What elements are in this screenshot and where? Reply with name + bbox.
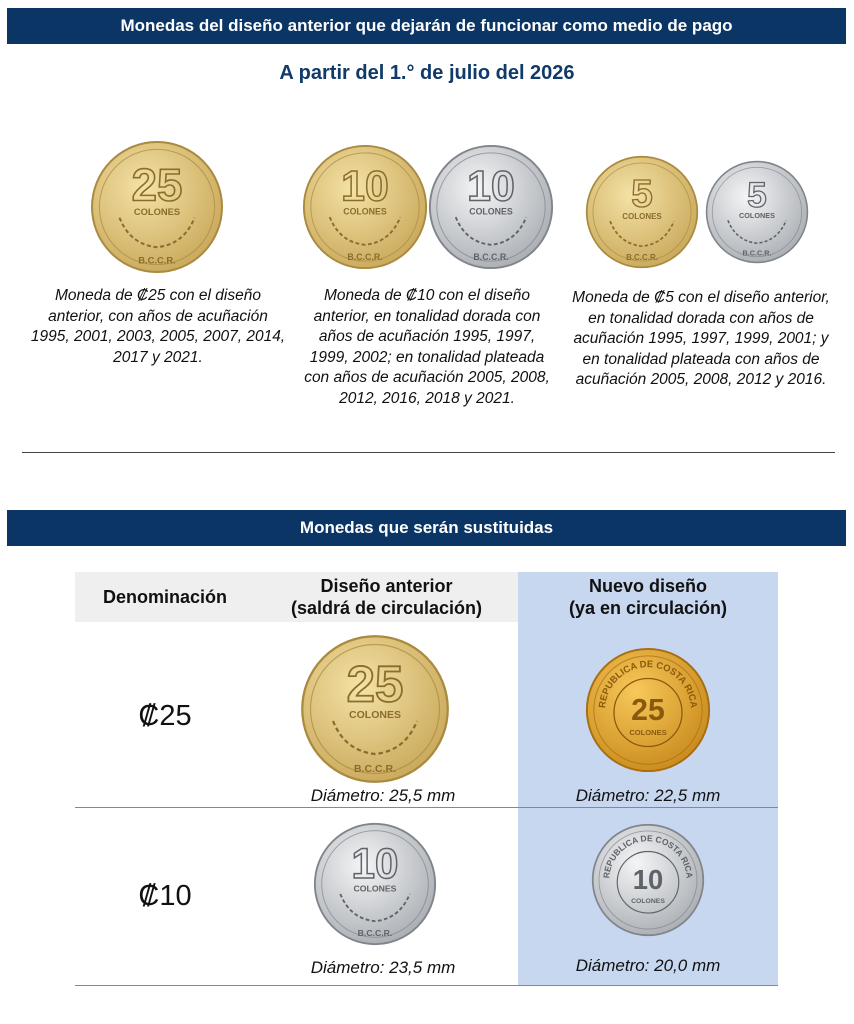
header-new-design: Nuevo diseño (ya en circulación) (568, 576, 728, 618)
coin-body (591, 823, 705, 937)
coin-value: 10 (352, 840, 399, 887)
header-old-design: Diseño anterior (saldrá de circulación) (290, 576, 483, 618)
coin-body (585, 155, 699, 269)
coin-wreath (118, 217, 196, 249)
coin-bccr: B.C.C.R. (473, 252, 508, 262)
section1-title-bar: Monedas del diseño anterior que dejarán … (7, 8, 846, 44)
coin-body (91, 141, 223, 273)
coin-value: 25 (132, 159, 183, 210)
coin-value: 5 (747, 176, 767, 215)
table-header-bg (75, 572, 518, 622)
coin-value: 10 (633, 864, 663, 895)
coin-body (705, 160, 809, 264)
coin-wreath (454, 216, 528, 246)
coin-rim (309, 643, 441, 775)
row-10-new-diameter: Diámetro: 20,0 mm (575, 956, 721, 975)
caption-10: Moneda de ₡10 con el diseño anterior, en… (304, 287, 550, 407)
coin-rim (711, 166, 803, 258)
section2-title-bar: Monedas que serán sustituidas (7, 510, 846, 546)
coin-bccr: B.C.C.R. (742, 249, 771, 258)
coin-value: 5 (631, 172, 653, 215)
coin-wreath (331, 720, 419, 756)
caption-25: Moneda de ₡25 con el diseño anterior, co… (30, 287, 286, 366)
coin-body (302, 144, 428, 270)
coin-colones: COLONES (631, 898, 665, 905)
coin-colones: COLONES (349, 709, 401, 721)
row-25-denomination: ₡25 (138, 700, 192, 732)
coin-rim (98, 148, 216, 266)
row-25-new-diameter: Diámetro: 22,5 mm (575, 786, 721, 805)
coin-rim (436, 152, 546, 262)
coin-value: 10 (467, 163, 515, 211)
coin-wreath (727, 220, 787, 244)
divider (22, 452, 835, 453)
coin-body (301, 635, 449, 783)
coin-rim (598, 830, 698, 930)
coin-colones: COLONES (739, 211, 775, 220)
coin-wreath (339, 893, 411, 923)
coin-value: 25 (347, 656, 404, 713)
coin-body (428, 144, 554, 270)
coin-colones: COLONES (622, 212, 661, 221)
row-10-old-diameter: Diámetro: 23,5 mm (310, 958, 456, 977)
coin-value: 10 (341, 163, 389, 211)
coin-bccr: B.C.C.R. (138, 255, 176, 265)
row-divider (75, 807, 778, 808)
row-25-old-diameter: Diámetro: 25,5 mm (310, 786, 456, 805)
coin-colones: COLONES (134, 207, 180, 217)
coin-bccr: B.C.C.R. (358, 928, 393, 938)
section1-title: Monedas del diseño anterior que dejarán … (120, 16, 733, 35)
table-bottom-line (75, 985, 778, 986)
row-10-denomination: ₡10 (138, 880, 192, 912)
coin-body (585, 647, 711, 773)
coin-colones: COLONES (354, 883, 397, 893)
coin-colones: COLONES (469, 207, 513, 217)
coin-rim (310, 152, 420, 262)
coin-rim (321, 830, 429, 938)
caption-5: Moneda de ₡5 con el diseño anterior, en … (572, 289, 830, 388)
coin-colones: COLONES (343, 207, 387, 217)
coin-colones: COLONES (629, 728, 666, 737)
coin-value: 25 (631, 694, 665, 727)
coin-bccr: B.C.C.R. (347, 252, 382, 262)
section2-title: Monedas que serán sustituidas (299, 518, 554, 537)
coin-rim (592, 162, 692, 262)
effective-date-subtitle: A partir del 1.° de julio del 2026 (279, 62, 575, 84)
coin-bccr: B.C.C.R. (626, 253, 658, 262)
coin-rim (593, 655, 703, 765)
coin-wreath (609, 220, 675, 248)
coin-wreath (328, 216, 402, 246)
coin-bccr: B.C.C.R. (354, 763, 396, 775)
header-denomination: Denominación (102, 587, 227, 607)
coin-body (313, 822, 437, 946)
